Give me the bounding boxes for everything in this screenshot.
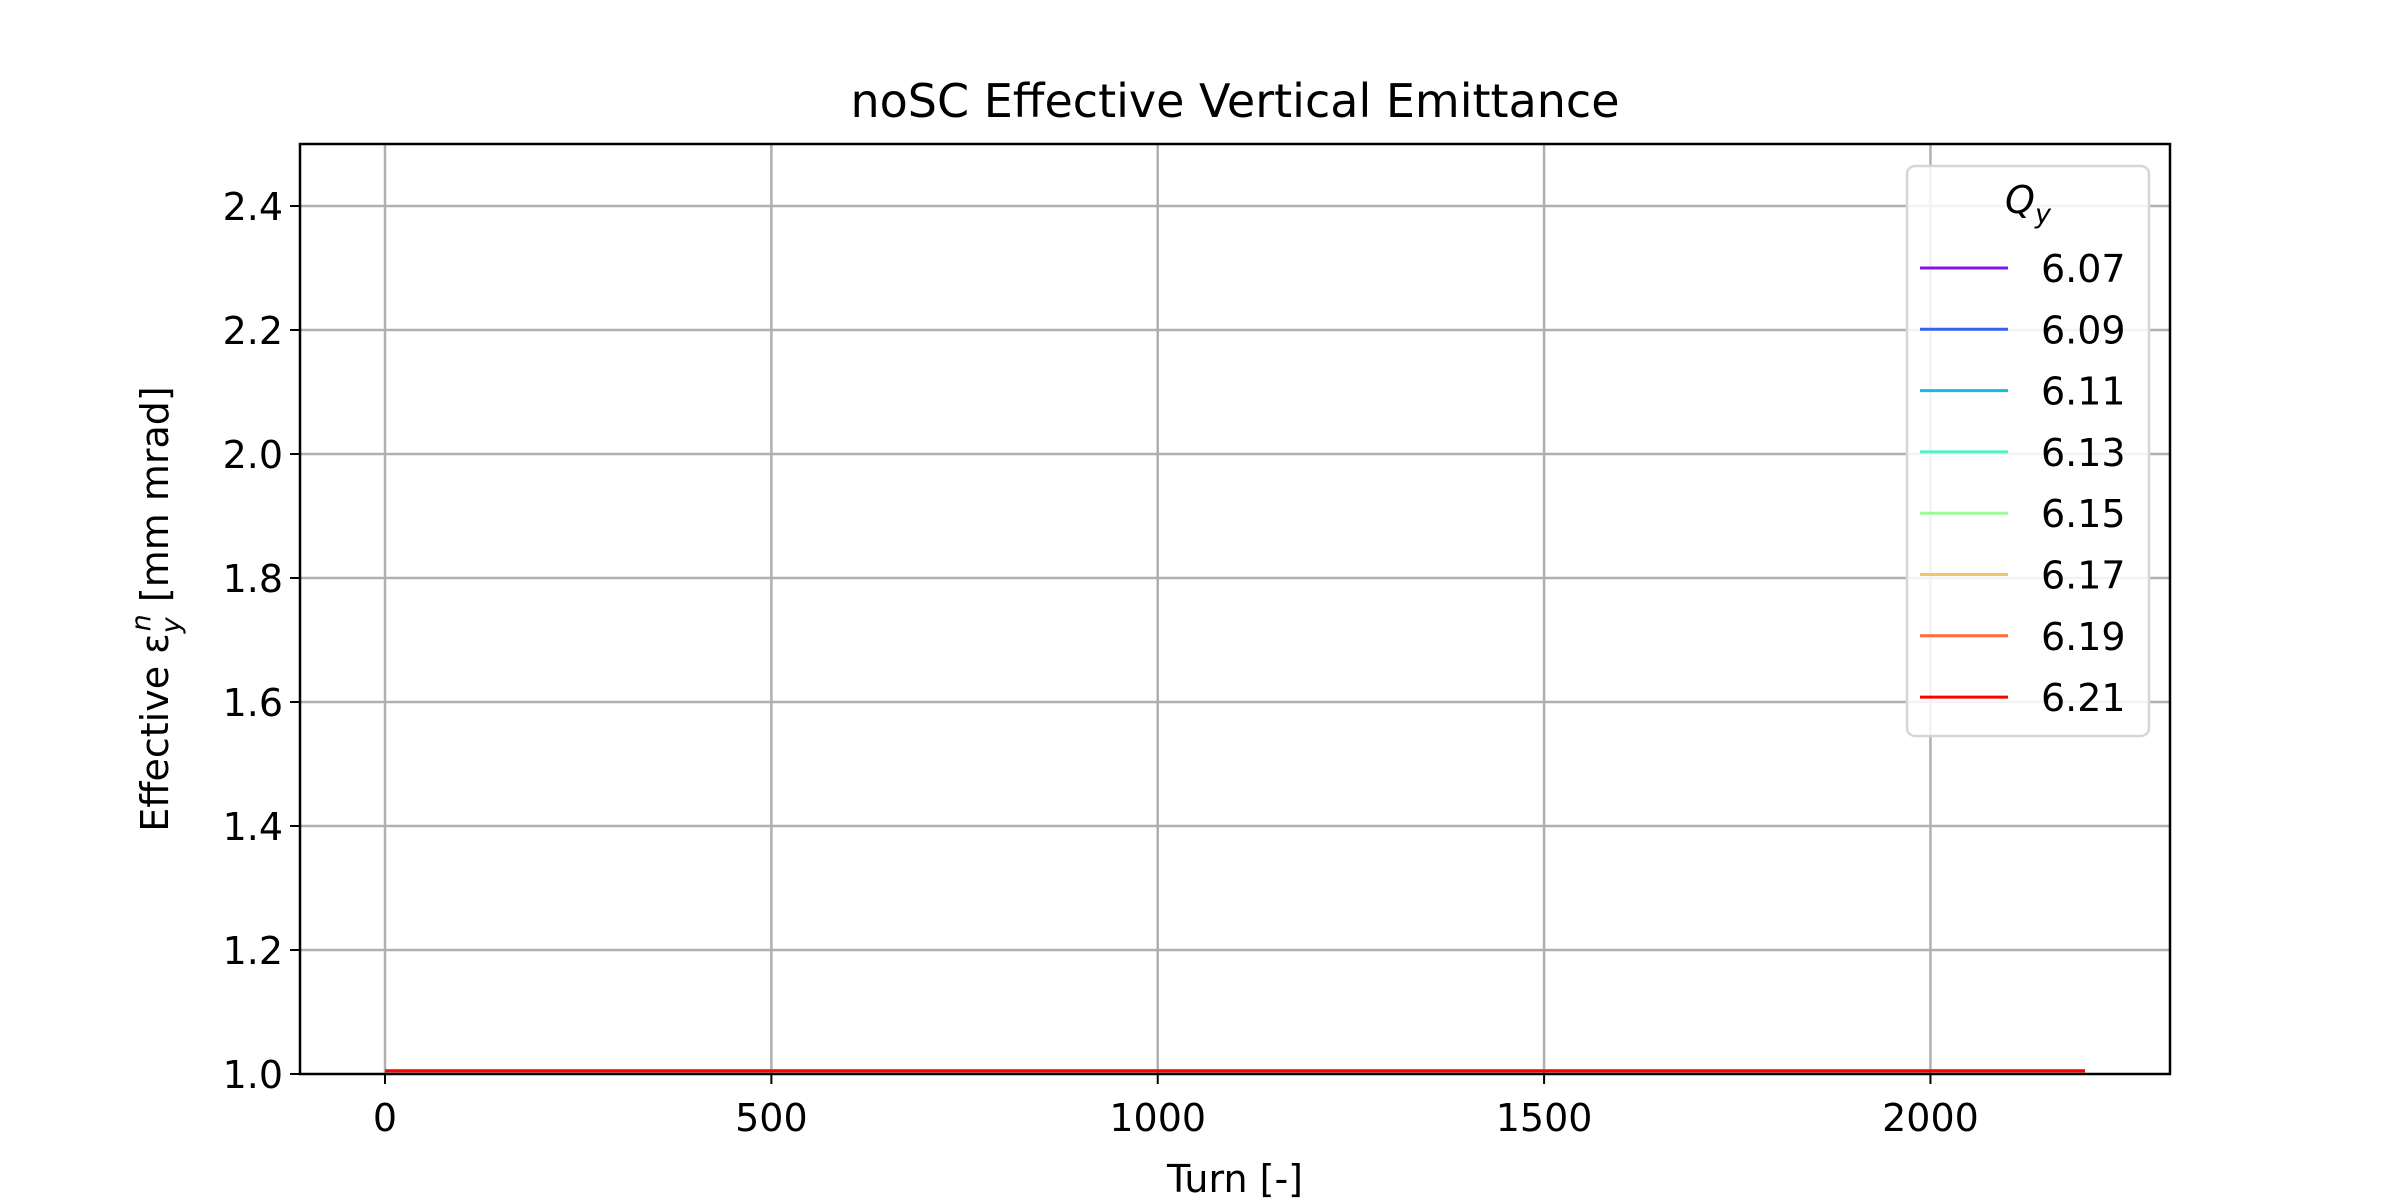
legend-entry-label: 6.17 <box>2041 554 2126 598</box>
legend-entry-label: 6.11 <box>2041 370 2126 414</box>
y-tick-label: 2.2 <box>223 309 283 353</box>
y-tick-label: 1.8 <box>223 557 283 601</box>
legend-entry-label: 6.21 <box>2041 676 2126 720</box>
x-axis-label: Turn [-] <box>1166 1157 1303 1200</box>
legend-entry-label: 6.19 <box>2041 615 2126 659</box>
x-tick-label: 0 <box>373 1096 397 1140</box>
axis-ticks: 0 500 1000 1500 2000 1.0 1.2 1.4 1.6 1.8 2.0 2.2 2.4 <box>223 185 1979 1140</box>
y-tick-label: 1.2 <box>223 929 283 973</box>
y-tick-label: 1.6 <box>223 681 283 725</box>
grid-lines <box>300 144 2170 1074</box>
legend-entry-label: 6.07 <box>2041 247 2126 291</box>
legend-entry-label: 6.13 <box>2041 431 2126 475</box>
plot-frame <box>298 142 2172 1076</box>
y-tick-label: 2.0 <box>223 433 283 477</box>
x-tick-label: 2000 <box>1882 1096 1979 1140</box>
legend-entry-label: 6.15 <box>2041 492 2126 536</box>
x-tick-label: 1500 <box>1496 1096 1593 1140</box>
y-axis-label: Effective εyn [mm mrad] <box>126 386 187 831</box>
x-tick-label: 500 <box>735 1096 808 1140</box>
x-tick-label: 1000 <box>1109 1096 1206 1140</box>
legend-title: Qy <box>2005 178 2052 230</box>
chart-title: noSC Effective Vertical Emittance <box>850 74 1619 128</box>
legend: Qy 6.07 6.09 6.11 6.13 6.15 6.17 6.19 6.21 <box>1905 164 2151 738</box>
y-tick-label: 1.4 <box>223 805 283 849</box>
y-tick-label: 1.0 <box>223 1053 283 1097</box>
y-tick-label: 2.4 <box>223 185 283 229</box>
legend-entry-label: 6.09 <box>2041 308 2126 352</box>
legend-box <box>1905 164 2151 738</box>
